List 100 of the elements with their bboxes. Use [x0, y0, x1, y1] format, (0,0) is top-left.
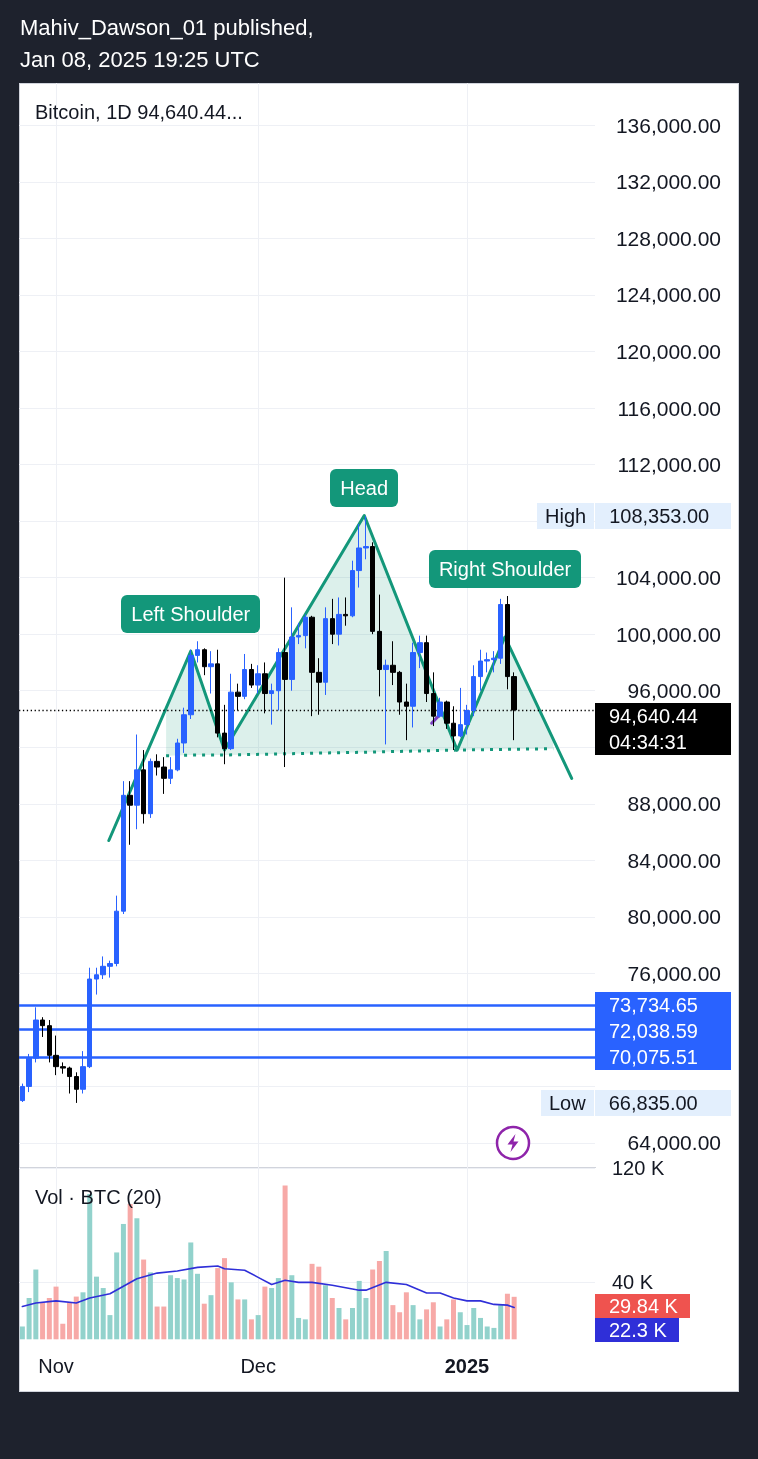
bar: [329, 1298, 335, 1340]
candlestick: [228, 673, 234, 751]
bar: [457, 1312, 463, 1340]
candlestick: [148, 758, 153, 819]
bar: [275, 1278, 281, 1340]
bar: [208, 1295, 214, 1340]
bar: [40, 1302, 46, 1340]
text: Vol · BTC (20): [35, 1185, 162, 1209]
candlestick: [330, 598, 335, 645]
candlestick: [437, 697, 443, 719]
candlestick: [249, 663, 254, 689]
bar: [168, 1275, 174, 1340]
bar: [255, 1315, 261, 1340]
bar: [67, 1302, 73, 1340]
bar: [215, 1268, 221, 1340]
x-tick-label: Nov: [38, 1355, 74, 1378]
bar: [19, 1326, 25, 1340]
candlestick: [303, 613, 308, 649]
bar: [134, 1218, 140, 1340]
candlestick: [269, 683, 274, 726]
candlestick: [343, 596, 348, 627]
bar: [444, 1319, 450, 1340]
candlestick: [370, 541, 375, 635]
y-tick-label: 136,000.00: [615, 113, 721, 137]
y-tick-label: 64,000.00: [627, 1131, 721, 1155]
bar: [390, 1305, 396, 1340]
y-tick-label: 120,000.00: [615, 340, 721, 364]
candlestick: [377, 594, 382, 697]
ref-line-label: 72,038.59: [595, 1018, 731, 1045]
y-tick-label: 100,000.00: [615, 622, 721, 646]
bar: [201, 1303, 207, 1340]
bar: [114, 1252, 120, 1340]
bar: [174, 1278, 180, 1340]
candlestick: [276, 647, 281, 711]
bar: [343, 1319, 349, 1340]
candlestick: [208, 650, 214, 695]
candlestick: [323, 606, 328, 696]
candlestick: [74, 1071, 79, 1104]
bar: [336, 1307, 342, 1340]
bar: [262, 1286, 268, 1340]
bar: [511, 1296, 517, 1340]
bar: [430, 1302, 436, 1340]
bar: [195, 1273, 201, 1340]
candlestick: [202, 647, 207, 676]
bar: [437, 1326, 443, 1340]
annotation: Right Shoulder: [428, 550, 582, 589]
bar: [383, 1251, 389, 1340]
bar: [424, 1309, 430, 1340]
bar: [302, 1319, 308, 1340]
bar: [370, 1269, 376, 1340]
y-tick-label: 116,000.00: [617, 396, 721, 420]
annotation: Head: [330, 469, 399, 508]
y-tick-label: 112,000.00: [617, 453, 721, 477]
y-tick-label: 132,000.00: [615, 170, 721, 194]
bar: [289, 1275, 295, 1340]
candlestick: [242, 653, 247, 700]
text: 22.3 K: [595, 1318, 679, 1343]
bar: [46, 1298, 52, 1340]
y-tick-label: 104,000.00: [615, 566, 721, 590]
bar: [296, 1317, 302, 1340]
candlestick: [134, 734, 140, 830]
bar: [451, 1299, 457, 1340]
y-tick-label: 120 K: [612, 1157, 665, 1180]
bar: [248, 1319, 254, 1340]
bar: [242, 1299, 248, 1340]
x-tick-label: 2025: [444, 1355, 490, 1378]
ref-line-label: 73,734.65: [595, 992, 731, 1019]
bar: [403, 1292, 409, 1340]
bar: [349, 1307, 355, 1340]
line-series: [21, 1265, 515, 1309]
candlestick: [121, 780, 126, 915]
bar: [221, 1258, 227, 1340]
annotation: Low 66,835.00: [548, 1090, 699, 1116]
bar: [141, 1259, 147, 1340]
y-tick-label: 40 K: [612, 1271, 654, 1294]
x-tick-label: Dec: [240, 1355, 276, 1378]
bar: [120, 1223, 126, 1340]
y-tick-label: 96,000.00: [627, 679, 721, 703]
y-tick-label: 84,000.00: [627, 848, 721, 872]
candlestick: [383, 659, 389, 745]
bar: [282, 1185, 288, 1340]
annotation: High 108,353.00: [544, 504, 711, 530]
text: Mahiv_Dawson_01 published,: [20, 14, 314, 42]
annotation: Left Shoulder: [121, 595, 261, 634]
y-tick-label: 128,000.00: [615, 226, 721, 250]
bar: [376, 1260, 382, 1340]
candlestick: [424, 635, 429, 703]
candlestick: [255, 664, 261, 695]
bar: [269, 1288, 275, 1340]
bar: [323, 1285, 329, 1340]
candlestick: [336, 596, 342, 646]
bar: [498, 1305, 504, 1340]
bar: [504, 1293, 510, 1340]
bar: [477, 1317, 483, 1340]
candlestick: [141, 749, 146, 825]
bar: [235, 1299, 241, 1340]
ref-line-label: 70,075.51: [595, 1044, 731, 1071]
bar: [147, 1272, 153, 1340]
ref-line-label: 94,640.44 04:34:31: [595, 702, 731, 755]
candlestick: [40, 1016, 45, 1038]
